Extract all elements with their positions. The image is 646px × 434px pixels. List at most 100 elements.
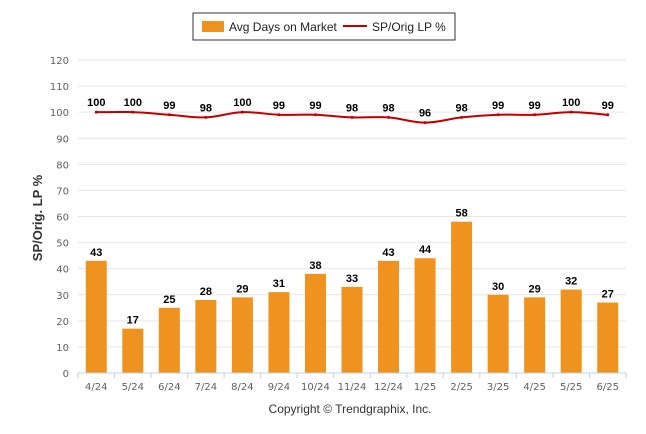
line-value-label: 98 xyxy=(200,102,212,114)
x-tick-label: 5/24 xyxy=(122,382,144,393)
line-value-label: 98 xyxy=(346,102,358,114)
x-tick-label: 6/25 xyxy=(596,382,618,393)
bar-value-label: 31 xyxy=(273,278,285,290)
x-tick-label: 8/24 xyxy=(231,382,253,393)
bar xyxy=(231,297,253,373)
bar xyxy=(85,260,107,373)
bar xyxy=(524,297,546,373)
bar-value-label: 17 xyxy=(127,315,139,327)
line-value-label: 96 xyxy=(419,108,431,120)
y-tick-label: 20 xyxy=(56,317,69,328)
line-point xyxy=(606,113,610,117)
y-tick-label: 30 xyxy=(56,291,69,302)
line-point xyxy=(277,113,281,117)
line-value-label: 99 xyxy=(529,100,541,112)
y-tick-label: 90 xyxy=(56,134,69,145)
bar xyxy=(451,221,473,373)
x-tick-label: 12/24 xyxy=(374,382,403,393)
line-value-label: 99 xyxy=(602,100,614,112)
y-tick-label: 40 xyxy=(56,265,69,276)
y-tick-label: 100 xyxy=(50,108,69,119)
bar xyxy=(195,299,217,373)
bar-value-label: 28 xyxy=(200,286,212,298)
x-tick-label: 6/24 xyxy=(158,382,180,393)
line-point xyxy=(313,113,317,117)
bar-value-label: 43 xyxy=(90,247,102,259)
line-value-label: 99 xyxy=(273,100,285,112)
bar xyxy=(341,286,363,373)
y-tick-label: 10 xyxy=(56,343,69,354)
line-value-label: 100 xyxy=(233,97,251,109)
line-point xyxy=(94,110,98,114)
legend-swatch-days xyxy=(202,21,224,32)
copyright-credit: Copyright © Trendgraphix, Inc. xyxy=(269,402,432,416)
x-tick-label: 11/24 xyxy=(338,382,367,393)
bar-value-label: 29 xyxy=(236,283,248,295)
line-point xyxy=(496,113,500,117)
y-tick-label: 0 xyxy=(63,369,69,380)
bar xyxy=(597,302,619,373)
bar-value-label: 33 xyxy=(346,273,358,285)
x-tick-label: 9/24 xyxy=(268,382,290,393)
x-tick-label: 1/25 xyxy=(414,382,436,393)
bar xyxy=(560,289,582,373)
line-value-label: 99 xyxy=(492,100,504,112)
y-axis-ticks: 0 10 20 30 40 50 60 70 80 90 100 110 120 xyxy=(50,56,69,380)
line-point xyxy=(569,110,573,114)
x-tick-label: 4/25 xyxy=(523,382,545,393)
line-value-label: 98 xyxy=(455,102,467,114)
bar-value-label: 32 xyxy=(565,276,577,288)
line-point xyxy=(533,113,537,117)
y-tick-label: 50 xyxy=(56,239,69,250)
y-tick-label: 110 xyxy=(50,82,69,93)
bar xyxy=(378,260,400,373)
line-value-label: 100 xyxy=(562,97,580,109)
y-tick-label: 120 xyxy=(50,56,69,67)
legend-label-sp: SP/Orig LP % xyxy=(372,20,446,34)
bar-value-label: 29 xyxy=(529,283,541,295)
x-axis: 4/24 5/24 6/24 7/24 8/24 9/24 10/24 11/24 12/24 1… xyxy=(77,372,627,393)
line-series xyxy=(94,110,610,125)
y-tick-label: 60 xyxy=(56,213,69,224)
line-point xyxy=(204,115,208,119)
legend: Avg Days on Market SP/Orig LP % xyxy=(192,12,456,41)
x-tick-label: 2/25 xyxy=(450,382,472,393)
x-tick-label: 10/24 xyxy=(301,382,330,393)
line-value-label: 99 xyxy=(163,100,175,112)
bar xyxy=(158,307,180,373)
y-tick-label: 70 xyxy=(56,186,69,197)
bar-data-labels: 43 17 25 28 29 31 38 33 43 44 58 30 29 32 27 xyxy=(90,208,614,327)
line-data-labels: 100 100 99 98 100 99 99 98 98 96 98 99 99 100 99 xyxy=(87,97,614,119)
legend-box xyxy=(192,12,456,41)
x-tick-label: 4/24 xyxy=(85,382,107,393)
bar-value-label: 58 xyxy=(455,208,467,220)
line-point xyxy=(423,121,427,125)
bar-value-label: 43 xyxy=(382,247,394,259)
line-point xyxy=(131,110,135,114)
bar xyxy=(122,328,144,373)
y-axis-title: SP/Orig. LP % xyxy=(30,174,45,261)
bar xyxy=(304,273,326,373)
line-point xyxy=(387,115,391,119)
bar-value-label: 44 xyxy=(419,244,432,256)
line-value-label: 99 xyxy=(309,100,321,112)
bar xyxy=(487,294,509,373)
line-value-label: 100 xyxy=(124,97,142,109)
line-value-label: 98 xyxy=(382,102,394,114)
x-tick-label: 3/25 xyxy=(487,382,509,393)
bar-value-label: 25 xyxy=(163,294,175,306)
x-tick-label: 5/25 xyxy=(560,382,582,393)
bar-series xyxy=(85,221,619,373)
y-tick-label: 80 xyxy=(56,160,69,171)
bar-value-label: 30 xyxy=(492,281,504,293)
line-point xyxy=(167,113,171,117)
line-point xyxy=(350,115,354,119)
bar xyxy=(268,292,290,373)
line-value-label: 100 xyxy=(87,97,105,109)
bar-value-label: 38 xyxy=(309,260,321,272)
legend-label-days: Avg Days on Market xyxy=(229,20,337,34)
x-tick-label: 7/24 xyxy=(195,382,217,393)
bar xyxy=(414,258,436,373)
bar-value-label: 27 xyxy=(602,289,614,301)
